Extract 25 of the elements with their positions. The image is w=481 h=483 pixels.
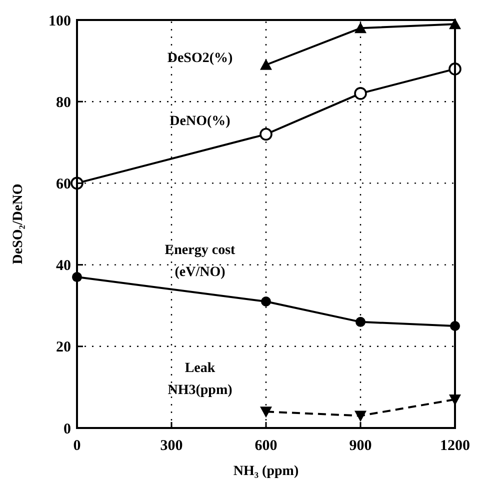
x-tick-label: 600 xyxy=(254,438,278,454)
y-tick-label: 100 xyxy=(48,13,71,30)
y-tick-label: 0 xyxy=(64,421,71,438)
series-label: Energy cost (eV/NO) xyxy=(164,243,236,280)
series-label: DeSO2(%) xyxy=(167,51,233,66)
point xyxy=(354,22,366,34)
point xyxy=(356,316,366,327)
x-tick-label: 900 xyxy=(349,438,372,454)
text: Leak NH3(ppm) xyxy=(168,361,233,398)
point xyxy=(354,410,366,422)
y-tick-label: 60 xyxy=(56,176,71,192)
x-tick-label: 300 xyxy=(160,438,183,454)
point xyxy=(260,128,272,141)
point xyxy=(260,406,272,418)
y-tick-label: 20 xyxy=(56,340,71,356)
point xyxy=(354,87,367,100)
point xyxy=(261,296,271,307)
x-tick-label: 1200 xyxy=(440,438,470,454)
y-axis-title: DeSO₂/DeNO xyxy=(11,184,26,264)
series-label: DeNO(%) xyxy=(170,114,231,129)
point xyxy=(260,58,272,70)
x-tick-label: 0 xyxy=(73,438,81,454)
x-axis-title: NH₃ (ppm) xyxy=(233,464,299,479)
y-tick-label: 40 xyxy=(56,258,71,274)
y-tick-label: 80 xyxy=(56,94,71,111)
